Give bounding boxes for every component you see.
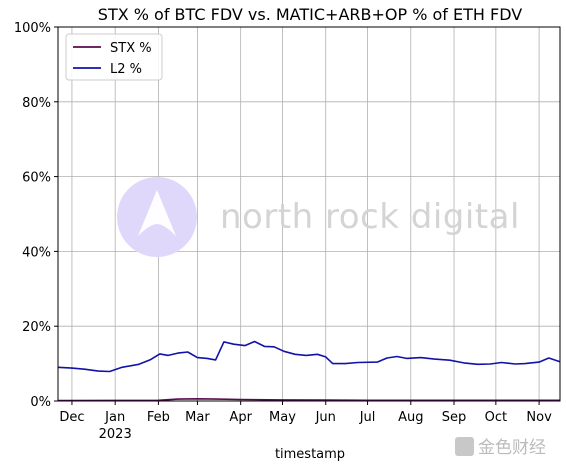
x-tick-label: Jun (315, 410, 336, 425)
watermark-logo-arrow-icon (138, 190, 176, 236)
x-axis-label: timestamp (275, 447, 345, 462)
axes-frame (57, 26, 561, 402)
x-tick-label: Nov (526, 410, 552, 425)
x-tick-label: May (269, 410, 296, 425)
y-axis-ticks: 0% 20% 40% 60% 80% 100% (14, 21, 58, 410)
y-tick-label: 80% (22, 96, 51, 111)
watermark-brand-text: north rock digital (220, 197, 520, 237)
x-tick-label: Jan (104, 410, 125, 425)
series-line-stx (57, 398, 560, 402)
x-tick-label: Dec (59, 410, 84, 425)
x-tick-year-label: 2023 (99, 427, 132, 442)
x-tick-label: Mar (185, 410, 210, 425)
x-tick-label: Aug (398, 410, 423, 425)
x-tick-label: Feb (147, 410, 170, 425)
y-tick-label: 20% (22, 320, 51, 335)
x-tick-label: Sep (442, 410, 467, 425)
series-lines (57, 340, 561, 402)
legend: STX % L2 % (65, 33, 163, 81)
y-tick-label: 40% (22, 245, 51, 260)
series-line-l2 (57, 340, 561, 373)
chart-title: STX % of BTC FDV vs. MATIC+ARB+OP % of E… (98, 5, 522, 24)
corner-logo-text: 金色财经 (478, 438, 546, 458)
legend-entry: L2 % (110, 62, 142, 77)
corner-watermark: 金色财经 (455, 437, 546, 458)
legend-entry: STX % (110, 41, 152, 56)
x-tick-label: Apr (229, 410, 252, 425)
x-tick-label: Jul (359, 410, 376, 425)
y-tick-label: 0% (30, 395, 51, 410)
x-axis-ticks: Dec Jan 2023 Feb Mar Apr May Jun Jul Aug Sep Oct Nov (59, 401, 552, 442)
y-tick-label: 60% (22, 171, 51, 186)
x-tick-label: Oct (485, 410, 507, 425)
watermark-logo (117, 177, 197, 257)
corner-logo-icon (455, 437, 474, 456)
y-tick-label: 100% (14, 21, 51, 36)
